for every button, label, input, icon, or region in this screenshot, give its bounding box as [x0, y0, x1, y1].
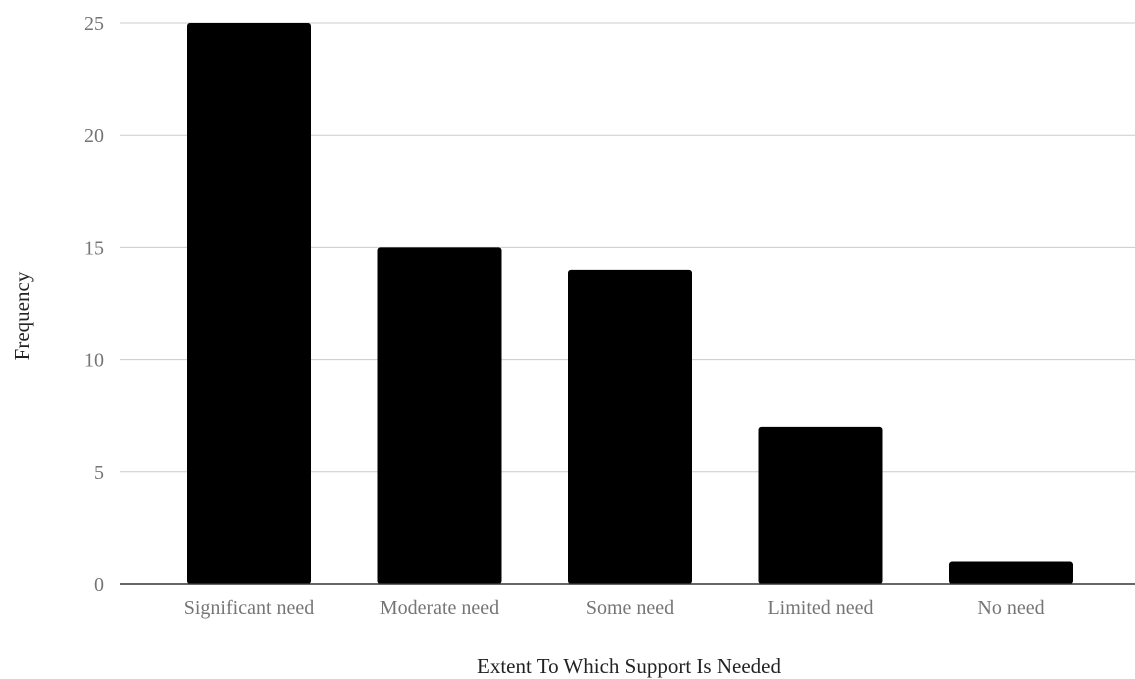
y-axis-title: Frequency — [10, 271, 34, 360]
bar-limited-need — [759, 427, 883, 584]
y-tick-label: 20 — [84, 125, 104, 147]
bar-significant-need — [187, 23, 311, 584]
y-axis-ticks: 0 5 10 15 20 25 — [84, 13, 104, 596]
y-tick-label: 0 — [94, 574, 104, 596]
bars — [187, 23, 1073, 584]
y-tick-label: 15 — [84, 237, 104, 259]
x-axis-title: Extent To Which Support Is Needed — [477, 654, 781, 678]
x-tick-label: Significant need — [184, 597, 315, 619]
x-tick-label: Some need — [586, 597, 674, 619]
bar-no-need — [949, 562, 1073, 584]
x-tick-label: Moderate need — [380, 597, 499, 619]
y-tick-label: 10 — [84, 350, 104, 372]
x-tick-label: Limited need — [767, 597, 873, 619]
y-tick-label: 5 — [94, 462, 104, 484]
x-tick-label: No need — [977, 597, 1044, 619]
bar-moderate-need — [378, 247, 502, 584]
x-axis-ticks: Significant need Moderate need Some need Li… — [184, 597, 1045, 619]
bar-some-need — [568, 270, 692, 584]
y-tick-label: 25 — [84, 13, 104, 35]
